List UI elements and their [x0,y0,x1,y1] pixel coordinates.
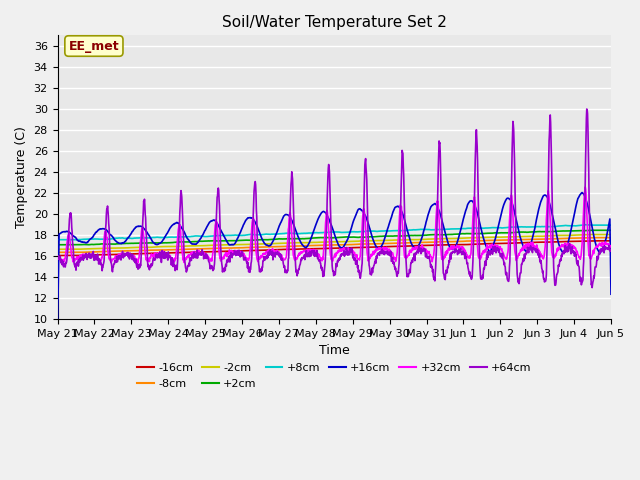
+32cm [420,246,428,252]
+64cm [54,254,61,260]
-16cm [177,250,184,255]
+16cm [177,223,184,229]
+32cm [134,260,141,266]
+2cm [588,228,595,233]
+2cm [420,232,428,238]
-8cm [587,235,595,240]
+16cm [607,291,615,297]
+2cm [54,242,61,248]
+64cm [493,247,500,253]
+8cm [54,237,61,242]
+64cm [541,278,549,284]
+16cm [541,192,549,198]
+2cm [542,229,550,235]
+16cm [239,225,246,230]
+2cm [493,230,500,236]
+64cm [588,285,596,290]
+2cm [164,240,172,246]
+64cm [420,245,428,251]
-8cm [607,235,615,240]
+64cm [607,248,615,253]
-2cm [420,237,428,242]
+16cm [420,227,428,233]
+8cm [177,234,184,240]
-2cm [239,242,247,248]
Line: +2cm: +2cm [58,230,611,245]
+16cm [54,327,61,333]
+64cm [163,252,171,258]
+8cm [583,222,591,228]
-2cm [542,233,550,239]
-8cm [177,247,184,252]
+8cm [420,227,428,232]
+8cm [493,225,500,230]
+64cm [583,106,591,112]
Y-axis label: Temperature (C): Temperature (C) [15,126,28,228]
+64cm [177,192,184,198]
Line: -8cm: -8cm [58,238,611,252]
+16cm [493,231,500,237]
-16cm [588,238,596,244]
+16cm [579,190,586,195]
+2cm [607,228,615,233]
Line: +64cm: +64cm [58,109,611,288]
+32cm [239,251,247,257]
Line: +8cm: +8cm [58,225,611,240]
-8cm [54,250,61,255]
+32cm [164,253,172,259]
-16cm [607,238,615,244]
Line: +16cm: +16cm [58,192,611,330]
-2cm [177,243,185,249]
-16cm [420,242,428,248]
+16cm [163,230,171,236]
+8cm [541,224,549,229]
+8cm [239,232,246,238]
+32cm [177,237,185,242]
-2cm [74,246,81,252]
-8cm [493,238,500,243]
-16cm [541,240,549,245]
+2cm [76,242,83,248]
-16cm [493,240,500,246]
+8cm [607,222,615,228]
+32cm [54,255,61,261]
+32cm [581,184,589,190]
-16cm [239,248,246,253]
Legend: -16cm, -8cm, -2cm, +2cm, +8cm, +16cm, +32cm, +64cm: -16cm, -8cm, -2cm, +2cm, +8cm, +16cm, +3… [132,359,536,393]
Title: Soil/Water Temperature Set 2: Soil/Water Temperature Set 2 [222,15,447,30]
-2cm [493,234,500,240]
+2cm [177,239,185,245]
-16cm [163,250,171,256]
Line: -2cm: -2cm [58,235,611,249]
-2cm [607,232,615,238]
+32cm [542,236,550,241]
+32cm [607,243,615,249]
+8cm [163,235,171,240]
-8cm [163,247,171,253]
-8cm [420,240,428,245]
-2cm [164,243,172,249]
-16cm [54,252,61,258]
+2cm [239,238,247,243]
Text: EE_met: EE_met [68,39,119,52]
X-axis label: Time: Time [319,344,349,357]
-2cm [54,246,61,252]
+32cm [493,244,500,250]
-8cm [239,245,246,251]
-2cm [587,232,595,238]
Line: +32cm: +32cm [58,187,611,263]
Line: -16cm: -16cm [58,241,611,255]
+64cm [239,249,246,255]
-8cm [541,236,549,242]
